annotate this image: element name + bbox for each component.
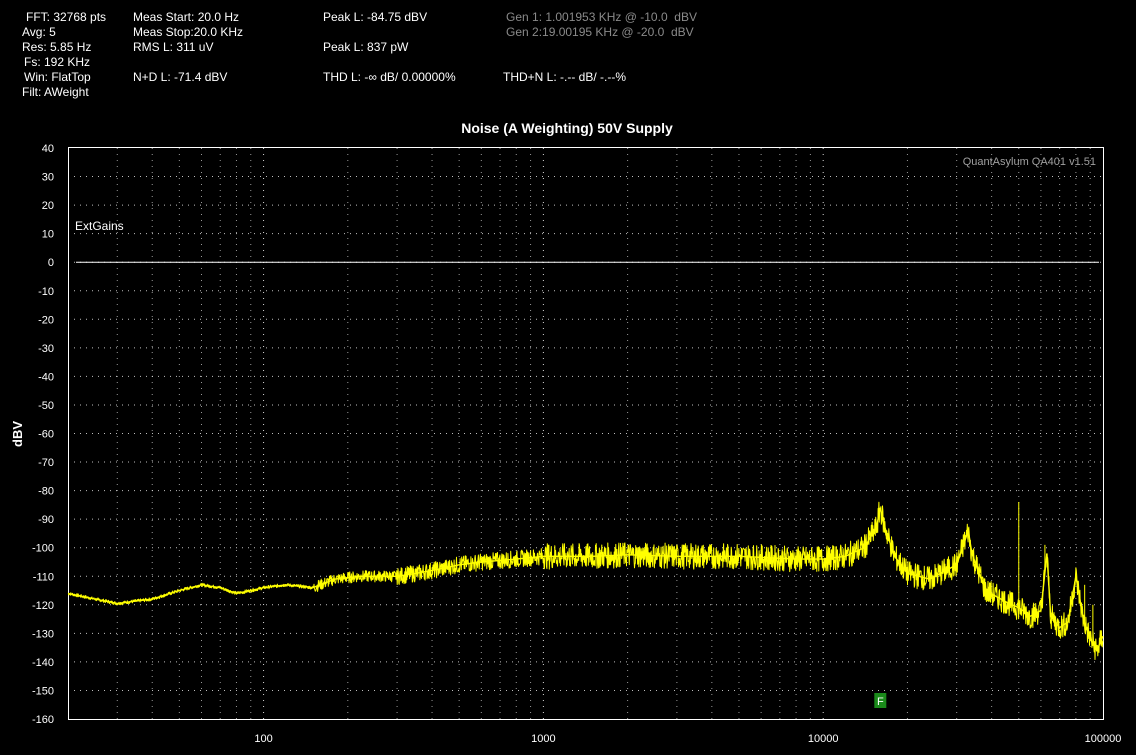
x-tick-label: 100000 (1085, 733, 1122, 745)
marker-box[interactable] (874, 693, 887, 708)
chart-title: Noise (A Weighting) 50V Supply (461, 120, 673, 136)
y-tick-label: -30 (38, 343, 54, 355)
generator-2: Gen 2:19.00195 KHz @ -20.0 dBV (506, 25, 694, 39)
ext-gains-label: ExtGains (75, 219, 124, 233)
y-tick-label: 10 (42, 229, 54, 241)
y-tick-label: 40 (42, 143, 54, 155)
y-tick-label: -160 (32, 714, 54, 726)
y-tick-label: -20 (38, 314, 54, 326)
avg-count: Avg: 5 (22, 25, 56, 39)
filter-type: Filt: AWeight (22, 85, 89, 99)
y-tick-label: -120 (32, 600, 54, 612)
y-tick-label: 30 (42, 172, 54, 184)
rms-level: RMS L: 311 uV (133, 40, 214, 54)
fft-size: FFT: 32768 pts (26, 10, 107, 24)
watermark: QuantAsylum QA401 v1.51 (963, 156, 1096, 168)
peak-level-dbv: Peak L: -84.75 dBV (323, 10, 428, 24)
y-tick-label: -100 (32, 543, 54, 555)
y-tick-label: 20 (42, 200, 54, 212)
y-tick-label: -90 (38, 514, 54, 526)
window-type: Win: FlatTop (24, 70, 91, 84)
y-tick-label: -130 (32, 628, 54, 640)
generator-1: Gen 1: 1.001953 KHz @ -10.0 dBV (506, 10, 697, 24)
series-group (67, 501, 1104, 660)
series-envelope (67, 507, 1104, 653)
y-tick-label: -70 (38, 457, 54, 469)
y-tick-label: -140 (32, 657, 54, 669)
y-tick-label: -10 (38, 286, 54, 298)
noise-distortion-level: N+D L: -71.4 dBV (133, 70, 228, 84)
y-tick-label: -40 (38, 371, 54, 383)
x-tick-label: 1000 (531, 733, 555, 745)
thd-level: THD L: -∞ dB/ 0.00000% (323, 70, 456, 84)
y-axis-ticks: 40 30 20 10 0 -10 -20 -30 -40 -50 -60 -70 -80 -90 -100… (32, 143, 54, 726)
peak-level-watts: Peak L: 837 pW (323, 40, 409, 54)
frequency-marker[interactable]: F (874, 693, 887, 708)
grid (68, 148, 1103, 719)
x-tick-label: 100 (254, 733, 272, 745)
sample-rate: Fs: 192 KHz (24, 55, 91, 69)
resolution: Res: 5.85 Hz (22, 40, 92, 54)
y-tick-label: -50 (38, 400, 54, 412)
y-tick-label: -150 (32, 685, 54, 697)
y-tick-label: 0 (48, 257, 54, 269)
plot-frame (68, 147, 1104, 720)
y-axis-label: dBV (10, 421, 25, 447)
marker-label: F (877, 696, 884, 708)
y-tick-label: -80 (38, 486, 54, 498)
meas-stop: Meas Stop:20.0 KHz (133, 25, 244, 39)
x-axis-ticks: 100 1000 10000 100000 (254, 733, 1121, 745)
y-tick-label: -110 (33, 571, 54, 583)
series-line (67, 501, 1104, 660)
meas-start: Meas Start: 20.0 Hz (133, 10, 240, 24)
x-tick-label: 10000 (808, 733, 839, 745)
thdn-level: THD+N L: -.-- dB/ -.--% (503, 70, 627, 84)
y-tick-label: -60 (38, 429, 54, 441)
